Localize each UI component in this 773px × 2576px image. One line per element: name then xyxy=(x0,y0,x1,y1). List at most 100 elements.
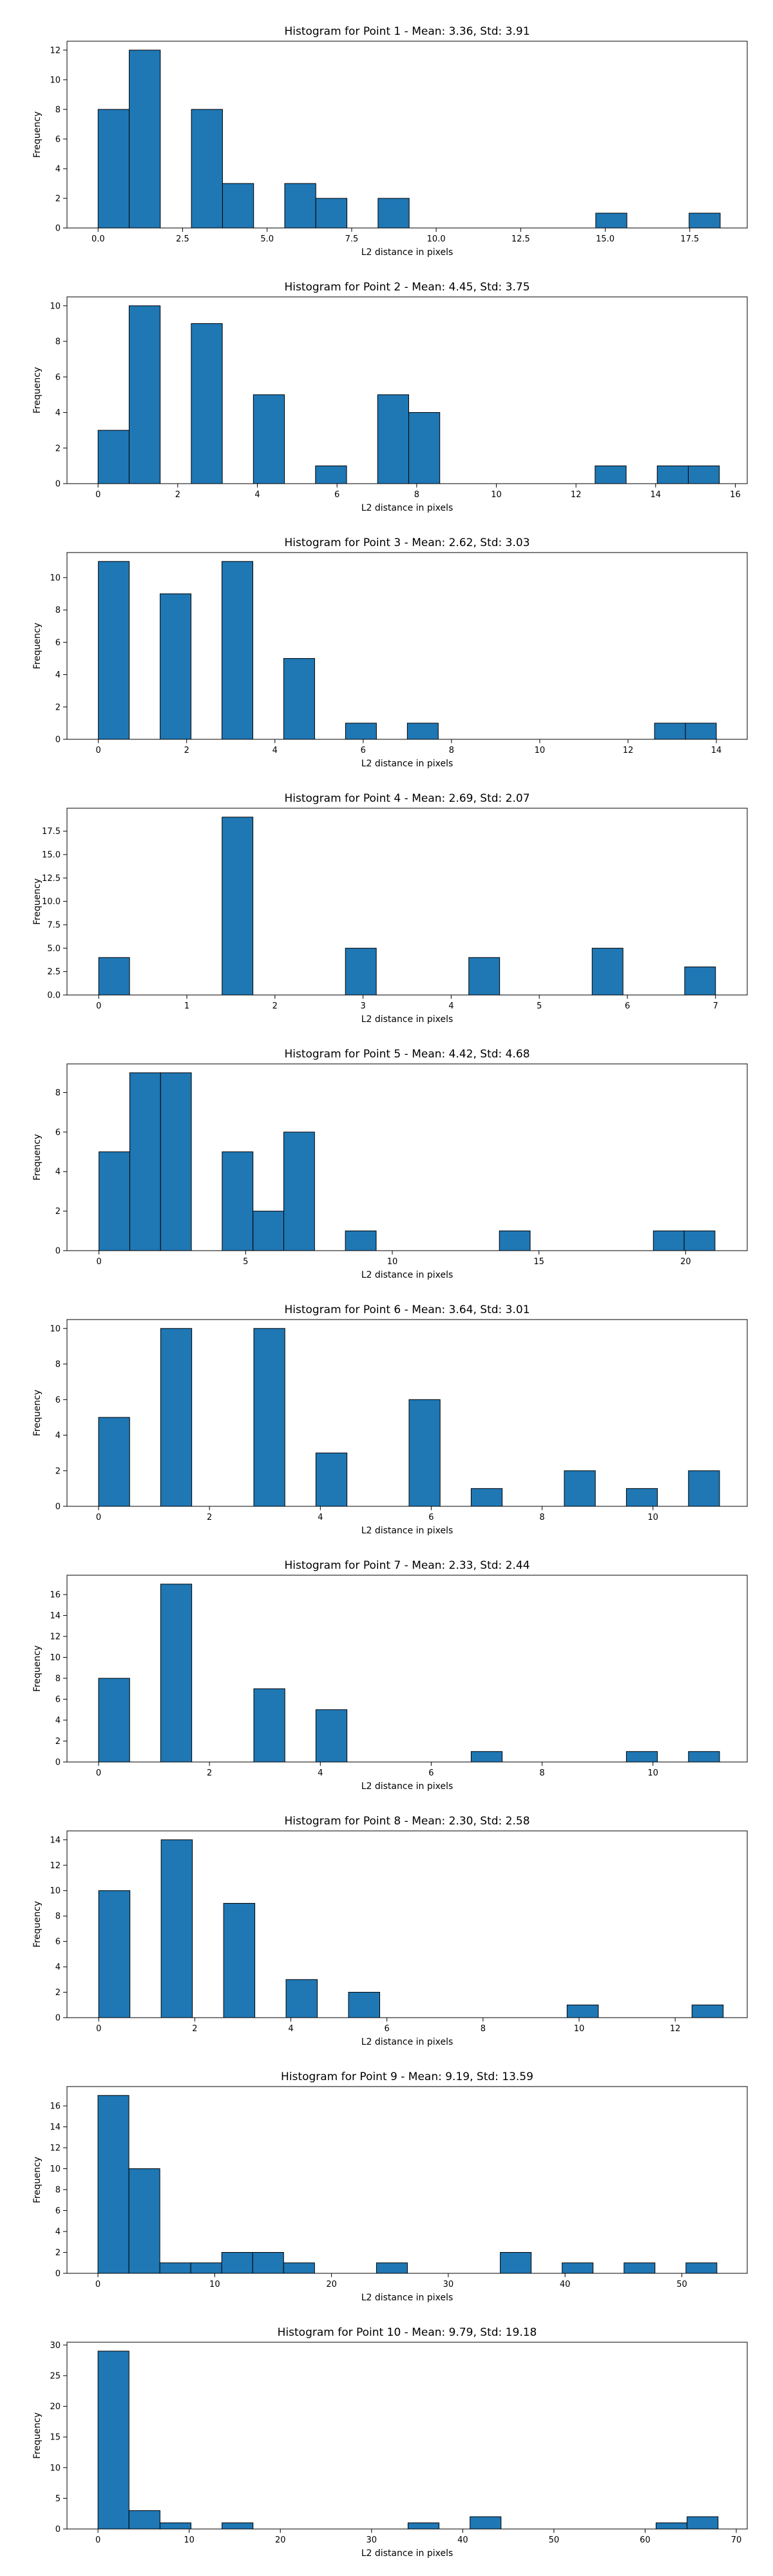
histogram-bar xyxy=(97,430,129,484)
x-tick-label: 30 xyxy=(443,2280,454,2289)
histogram-bar xyxy=(470,2516,502,2530)
histogram-bar xyxy=(160,1328,193,1507)
x-tick-label: 6 xyxy=(385,2024,390,2034)
chart-title: Histogram for Point 1 - Mean: 3.36, Std:… xyxy=(284,25,530,38)
histogram-bar xyxy=(653,1230,685,1251)
y-tick-label: 0 xyxy=(55,1247,61,1256)
histogram-bar xyxy=(345,947,377,996)
x-tick-label: 70 xyxy=(731,2535,742,2545)
y-axis-label: Frequency xyxy=(32,1390,43,1436)
histogram-bar xyxy=(252,2252,284,2274)
x-tick-label: 0 xyxy=(96,1257,101,1267)
y-tick-label: 6 xyxy=(55,1128,61,1137)
y-tick-label: 16 xyxy=(50,2102,61,2112)
histogram-bar xyxy=(624,2262,656,2274)
x-tick-label: 2 xyxy=(207,1768,212,1778)
chart-title: Histogram for Point 9 - Mean: 9.19, Std:… xyxy=(281,2070,533,2083)
x-tick-label: 5 xyxy=(537,1001,542,1011)
histogram-bar xyxy=(376,2262,408,2274)
axes-frame xyxy=(66,296,748,484)
x-tick-label: 16 xyxy=(730,490,741,500)
y-tick-label: 4 xyxy=(55,1168,61,1177)
x-tick-label: 14 xyxy=(651,490,662,500)
histogram-panel-10: Histogram for Point 10 - Mean: 9.79, Std… xyxy=(32,2326,748,2559)
histogram-panel-2: Histogram for Point 2 - Mean: 4.45, Std:… xyxy=(32,281,748,513)
x-tick-label: 6 xyxy=(334,490,339,500)
histogram-bar xyxy=(283,2262,315,2274)
x-tick-label: 5 xyxy=(243,1257,248,1267)
y-tick-label: 5 xyxy=(55,2494,61,2504)
axes-frame xyxy=(66,808,748,996)
histogram-bar xyxy=(691,2004,724,2018)
y-tick-label: 2 xyxy=(55,194,61,204)
y-tick-label: 17.5 xyxy=(42,827,61,837)
y-tick-label: 4 xyxy=(55,1716,61,1726)
y-tick-label: 6 xyxy=(55,1937,61,1947)
y-tick-label: 4 xyxy=(55,670,61,680)
x-tick-label: 10 xyxy=(535,746,546,755)
y-axis-label: Frequency xyxy=(32,367,43,413)
y-axis-label: Frequency xyxy=(32,623,43,669)
x-tick-label: 2 xyxy=(175,490,180,500)
histogram-bar xyxy=(191,109,223,229)
histogram-bar xyxy=(315,465,347,484)
histogram-bar xyxy=(625,1751,658,1763)
histogram-bar xyxy=(223,1902,256,2018)
histogram-bar xyxy=(656,465,689,484)
histogram-bar xyxy=(408,412,441,484)
histogram-bar xyxy=(98,1678,130,1763)
y-tick-label: 10 xyxy=(50,1653,61,1663)
histogram-bar xyxy=(687,2516,719,2530)
x-axis-label: L2 distance in pixels xyxy=(361,759,453,769)
x-tick-label: 15.0 xyxy=(596,234,615,244)
histogram-bar xyxy=(98,1417,130,1507)
axes-frame xyxy=(66,1830,748,2018)
x-tick-label: 40 xyxy=(560,2280,571,2289)
x-tick-label: 8 xyxy=(481,2024,486,2034)
x-tick-label: 2 xyxy=(184,746,189,755)
histogram-panel-5: Histogram for Point 5 - Mean: 4.42, Std:… xyxy=(32,1048,748,1280)
x-tick-label: 17.5 xyxy=(680,234,699,244)
histogram-bar xyxy=(128,2510,160,2530)
histogram-bar xyxy=(315,1709,348,1763)
x-tick-label: 50 xyxy=(549,2535,560,2545)
x-tick-label: 15 xyxy=(533,1257,544,1267)
histogram-bar xyxy=(408,1399,441,1507)
x-tick-label: 0 xyxy=(96,2024,101,2034)
x-axis-label: L2 distance in pixels xyxy=(361,247,453,258)
axes-frame xyxy=(66,41,748,229)
x-tick-label: 10 xyxy=(387,1257,398,1267)
y-tick-label: 12 xyxy=(50,2144,61,2154)
x-axis-label: L2 distance in pixels xyxy=(361,2548,453,2559)
histogram-bar xyxy=(222,561,253,740)
histogram-bar xyxy=(566,2004,599,2018)
x-tick-label: 8 xyxy=(539,1513,544,1522)
x-tick-label: 10 xyxy=(574,2024,585,2034)
y-tick-label: 10 xyxy=(50,2463,61,2473)
x-tick-label: 20 xyxy=(275,2535,286,2545)
x-tick-label: 14 xyxy=(711,746,722,755)
histogram-panel-6: Histogram for Point 6 - Mean: 3.64, Std:… xyxy=(32,1303,748,1536)
histogram-bar xyxy=(685,723,717,740)
histogram-bar xyxy=(160,1839,193,2018)
x-tick-label: 0 xyxy=(96,1768,101,1778)
x-tick-label: 50 xyxy=(676,2280,687,2289)
histogram-panel-9: Histogram for Point 9 - Mean: 9.19, Std:… xyxy=(32,2070,748,2303)
x-tick-label: 8 xyxy=(449,746,454,755)
histogram-bar xyxy=(222,183,254,229)
y-axis-label: Frequency xyxy=(32,1134,43,1180)
histogram-panel-3: Histogram for Point 3 - Mean: 2.62, Std:… xyxy=(32,536,748,769)
histogram-bar xyxy=(283,658,315,740)
y-tick-label: 12 xyxy=(50,46,61,55)
y-tick-label: 6 xyxy=(55,373,61,383)
x-axis-label: L2 distance in pixels xyxy=(361,1014,453,1025)
y-tick-label: 10 xyxy=(50,573,61,583)
histogram-bar xyxy=(97,2095,129,2274)
histogram-bar xyxy=(348,1992,380,2018)
histogram-bar xyxy=(160,1584,193,1763)
histogram-bar xyxy=(97,2351,129,2530)
x-tick-label: 8 xyxy=(539,1768,544,1778)
histogram-bar xyxy=(160,1072,192,1251)
y-tick-label: 0 xyxy=(55,480,61,489)
